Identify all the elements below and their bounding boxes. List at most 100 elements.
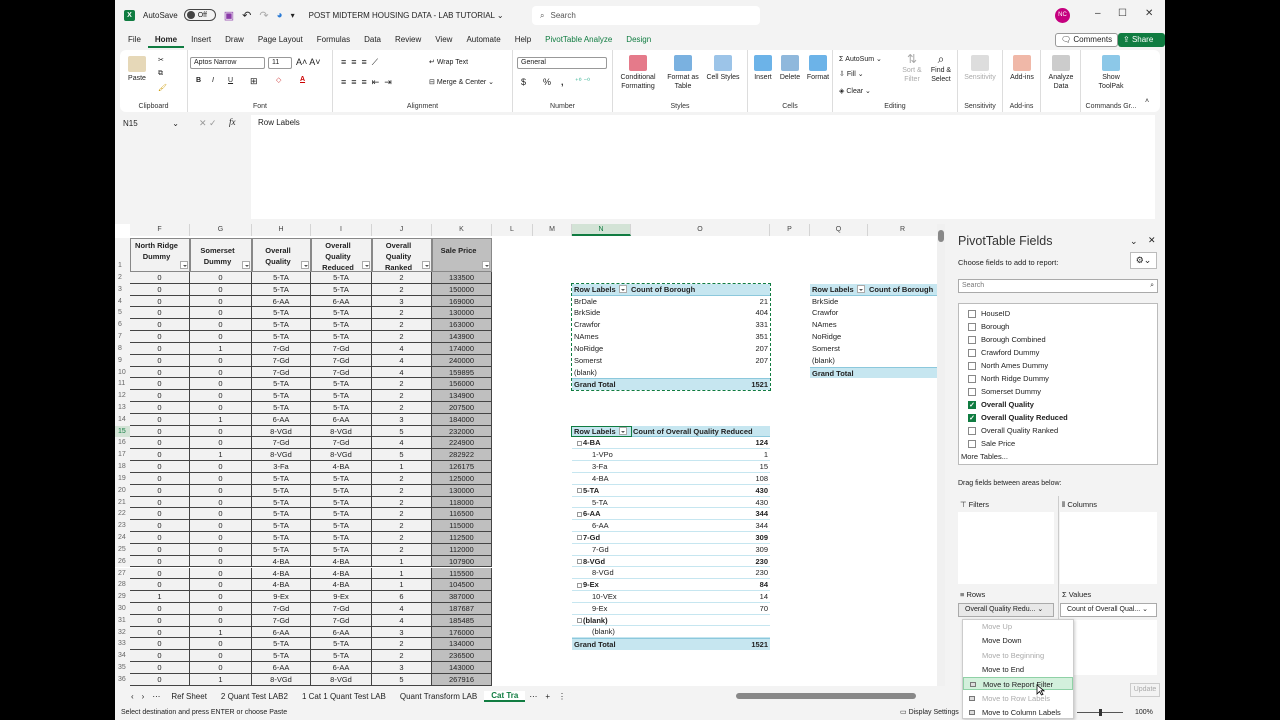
table-cell[interactable]: 0 [190, 508, 252, 521]
pivot-row[interactable]: Crawfor [810, 307, 937, 319]
row-header[interactable]: 31 [115, 614, 130, 627]
column-header-M[interactable]: M [533, 224, 572, 236]
table-cell[interactable]: 130000 [432, 307, 492, 320]
row-header[interactable]: 19 [115, 472, 130, 485]
more-sheets-button[interactable]: ⋯ [152, 691, 161, 701]
table-cell[interactable]: 1 [190, 626, 252, 639]
pivot-row[interactable]: 5-TA 430 [572, 485, 770, 497]
table-cell[interactable]: 9-Ex [252, 591, 311, 603]
column-header-Q[interactable]: Q [810, 224, 868, 236]
table-cell[interactable]: 7-Gd [252, 366, 311, 379]
table-cell[interactable]: 4 [372, 354, 432, 367]
row-header[interactable]: 22 [115, 508, 130, 521]
table-cell[interactable]: 4-BA [311, 567, 372, 580]
column-header-G[interactable]: G [190, 224, 252, 236]
table-cell[interactable]: 0 [190, 555, 252, 568]
table-cell[interactable]: 236500 [432, 650, 492, 663]
table-cell[interactable]: 6-AA [311, 626, 372, 639]
columns-area[interactable] [1060, 512, 1157, 584]
table-cell[interactable]: 8-VGd [311, 449, 372, 462]
redo-icon[interactable]: ↷ [259, 9, 269, 22]
horizontal-scroll-thumb[interactable] [736, 693, 917, 699]
table-cell[interactable]: 5-TA [311, 472, 372, 485]
filter-dropdown-icon[interactable] [242, 261, 250, 269]
table-cell[interactable]: 5-TA [311, 543, 372, 556]
table-cell[interactable]: 6-AA [252, 662, 311, 674]
filter-dropdown-icon[interactable] [618, 427, 627, 436]
vertical-scrollbar[interactable] [937, 224, 945, 686]
table-cell[interactable]: 0 [130, 626, 190, 639]
table-cell[interactable]: 9-Ex [311, 591, 372, 603]
wrap-text-button[interactable]: ↵ Wrap Text [429, 59, 469, 66]
row-header[interactable]: 11 [115, 378, 130, 391]
table-cell[interactable]: 8-VGd [252, 673, 311, 686]
delete-cells-button[interactable]: Delete [777, 55, 803, 82]
row-header[interactable]: 2 [115, 272, 130, 284]
table-cell[interactable]: 5-TA [252, 532, 311, 544]
table-cell[interactable]: 0 [130, 331, 190, 343]
table-cell[interactable]: 4 [372, 437, 432, 450]
insert-cells-button[interactable]: Insert [750, 55, 776, 82]
rows-field-item[interactable]: Overall Quality Redu... ⌄ [958, 603, 1054, 617]
field-item[interactable]: Borough [968, 322, 1009, 332]
table-cell[interactable]: 0 [190, 591, 252, 603]
table-cell[interactable]: 2 [372, 402, 432, 414]
font-size-select[interactable]: 11 [268, 57, 292, 69]
autosum-button[interactable]: Σ AutoSum ⌄ [839, 56, 882, 63]
format-painter-icon[interactable]: 🖌 [158, 85, 167, 92]
table-cell[interactable]: 1 [190, 673, 252, 686]
table-cell[interactable]: 6-AA [311, 413, 372, 426]
document-title[interactable]: POST MIDTERM HOUSING DATA - LAB TUTORIAL… [308, 10, 504, 20]
search-box[interactable]: ⌕ Search [532, 6, 760, 25]
tab-view[interactable]: View [435, 35, 453, 44]
table-cell[interactable]: 7-Gd [311, 614, 372, 627]
pivot-row[interactable]: BrkSide 404 [572, 307, 770, 319]
table-cell[interactable]: 169000 [432, 295, 492, 308]
row-header[interactable]: 17 [115, 449, 130, 462]
table-cell[interactable]: 2 [372, 650, 432, 663]
row-header[interactable]: 1 [115, 238, 130, 272]
table-cell[interactable]: 163000 [432, 319, 492, 332]
table-cell[interactable]: 0 [130, 378, 190, 391]
pivot-row[interactable]: 3-Fa 15 [572, 461, 770, 473]
row-header[interactable]: 10 [115, 366, 130, 379]
table-cell[interactable]: 134000 [432, 638, 492, 651]
filter-dropdown-icon[interactable] [180, 261, 188, 269]
table-cell[interactable]: 5 [372, 449, 432, 462]
table-cell[interactable]: 115500 [432, 567, 492, 580]
filter-dropdown-icon[interactable] [856, 285, 865, 294]
addins-button[interactable]: Add-ins [1005, 55, 1039, 82]
find-select-button[interactable]: ⌕ Find & Select [927, 53, 955, 84]
pivot-row[interactable]: NoRidge [810, 331, 937, 343]
row-header[interactable]: 3 [115, 283, 130, 296]
field-checkbox[interactable] [968, 349, 976, 358]
table-cell[interactable]: 0 [190, 602, 252, 615]
pivot-row[interactable]: NoRidge 207 [572, 343, 770, 355]
table-cell[interactable]: 112000 [432, 543, 492, 556]
underline-button[interactable]: U [228, 77, 234, 84]
bold-button[interactable]: B [196, 77, 202, 84]
table-cell[interactable]: 5-TA [252, 472, 311, 485]
table-cell[interactable]: 0 [130, 555, 190, 568]
table-cell[interactable]: 4-BA [311, 579, 372, 592]
field-item[interactable]: North Ridge Dummy [968, 374, 1049, 384]
table-cell[interactable]: 130000 [432, 484, 492, 497]
menu-item-move-to-end[interactable]: Move to End [963, 663, 1073, 676]
table-cell[interactable]: 1 [190, 413, 252, 426]
table-cell[interactable]: 0 [190, 532, 252, 544]
table-cell[interactable]: 5-TA [252, 508, 311, 521]
table-cell[interactable]: 7-Gd [311, 366, 372, 379]
table-cell[interactable]: 2 [372, 543, 432, 556]
italic-button[interactable]: I [212, 77, 214, 84]
table-cell[interactable]: 187687 [432, 602, 492, 615]
minimize-button[interactable]: – [1095, 8, 1101, 19]
fill-color-icon[interactable]: ◇ [276, 77, 282, 84]
table-cell[interactable]: 0 [190, 319, 252, 332]
pivot-row[interactable]: Somerst 207 [572, 355, 770, 367]
table-cell[interactable]: 0 [190, 331, 252, 343]
table-cell[interactable]: 4-BA [311, 555, 372, 568]
table-cell[interactable]: 0 [190, 461, 252, 473]
horizontal-align-icons[interactable]: ≡≡≡⇤⇥ [341, 77, 397, 87]
table-cell[interactable]: 7-Gd [252, 342, 311, 355]
table-cell[interactable]: 4-BA [311, 461, 372, 473]
